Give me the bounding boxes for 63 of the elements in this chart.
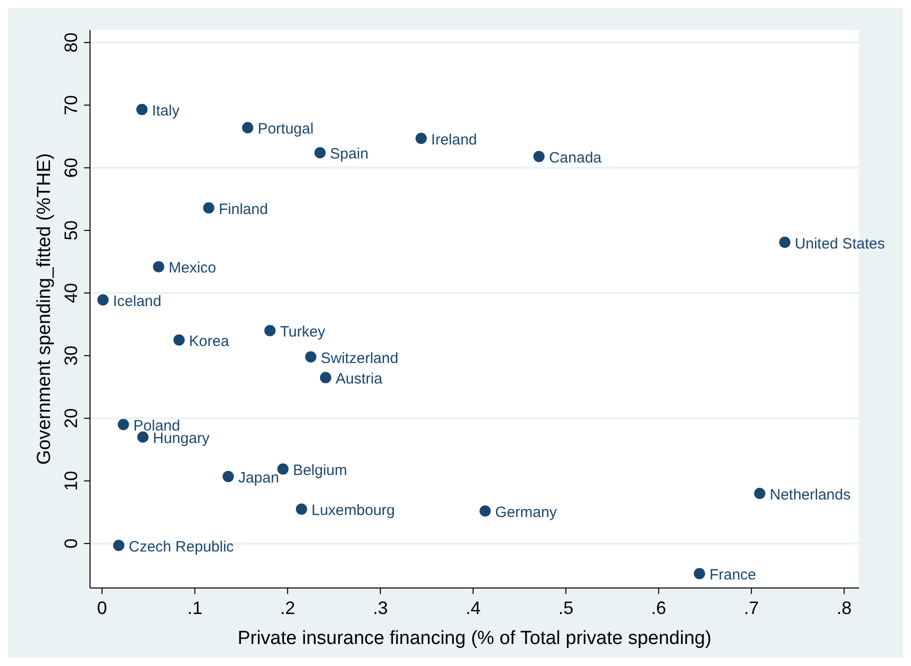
point [222, 470, 234, 482]
point [97, 294, 109, 306]
x-tick-label: .2 [280, 598, 296, 618]
y-tick-label: 30 [61, 346, 81, 366]
y-tick-label: 20 [61, 408, 81, 428]
y-tick-label: 0 [61, 538, 81, 549]
annotation: Mexico [168, 260, 216, 277]
point [779, 236, 790, 248]
point [754, 488, 766, 500]
y-tick-label: 70 [61, 95, 81, 116]
point [264, 324, 276, 336]
point [533, 150, 545, 162]
point [137, 431, 149, 443]
y-tick-label: 40 [61, 283, 81, 304]
annotation: Germany [495, 504, 558, 521]
annotation: Austria [336, 370, 383, 388]
point [136, 104, 148, 116]
y-tick-label: 80 [61, 32, 81, 53]
annotation: France [709, 566, 756, 584]
point [305, 351, 316, 363]
point [480, 505, 491, 517]
y-tick-label: 10 [61, 470, 81, 491]
annotation: Hungary [152, 430, 210, 448]
point [320, 372, 332, 384]
annotation: Turkey [280, 324, 326, 341]
y-tick-label: 60 [61, 158, 81, 178]
annotation: Portugal [258, 120, 314, 138]
annotation: Luxembourg [312, 502, 395, 520]
annotation: Iceland [112, 292, 162, 310]
point [314, 147, 326, 158]
y-axis-title: Government spending_fitted (%THE) [34, 153, 55, 465]
annotation: Canada [548, 150, 602, 167]
point [113, 540, 124, 552]
point [203, 202, 214, 214]
point [694, 568, 706, 580]
x-tick-label: 0 [97, 598, 108, 618]
annotation: Spain [330, 146, 368, 163]
annotation: Czech Republic [128, 538, 234, 556]
annotation: Switzerland [320, 350, 398, 367]
annotation: Korea [189, 333, 230, 350]
annotation: Belgium [292, 462, 348, 480]
x-tick-label: .1 [187, 598, 202, 618]
annotation: Ireland [431, 131, 478, 148]
point [296, 503, 308, 515]
annotation: Italy [152, 102, 180, 120]
y-tick-label: 50 [61, 220, 81, 240]
annotation: Netherlands [770, 486, 851, 504]
x-tick-label: .4 [466, 598, 481, 618]
point [277, 463, 289, 475]
annotation: Finland [218, 200, 268, 218]
annotation: Japan [238, 470, 280, 487]
x-tick-label: .7 [744, 598, 759, 618]
point [416, 132, 427, 144]
x-tick-label: .5 [558, 598, 574, 618]
point [242, 122, 254, 134]
point [118, 418, 130, 430]
x-axis-title: Private insurance financing (% of Total private spending) [238, 628, 712, 649]
x-tick-label: .3 [372, 598, 388, 618]
x-tick-label: .6 [651, 598, 666, 618]
point [173, 334, 185, 346]
x-tick-label: .8 [836, 598, 852, 618]
point [153, 261, 164, 272]
annotation: United States [794, 235, 885, 252]
